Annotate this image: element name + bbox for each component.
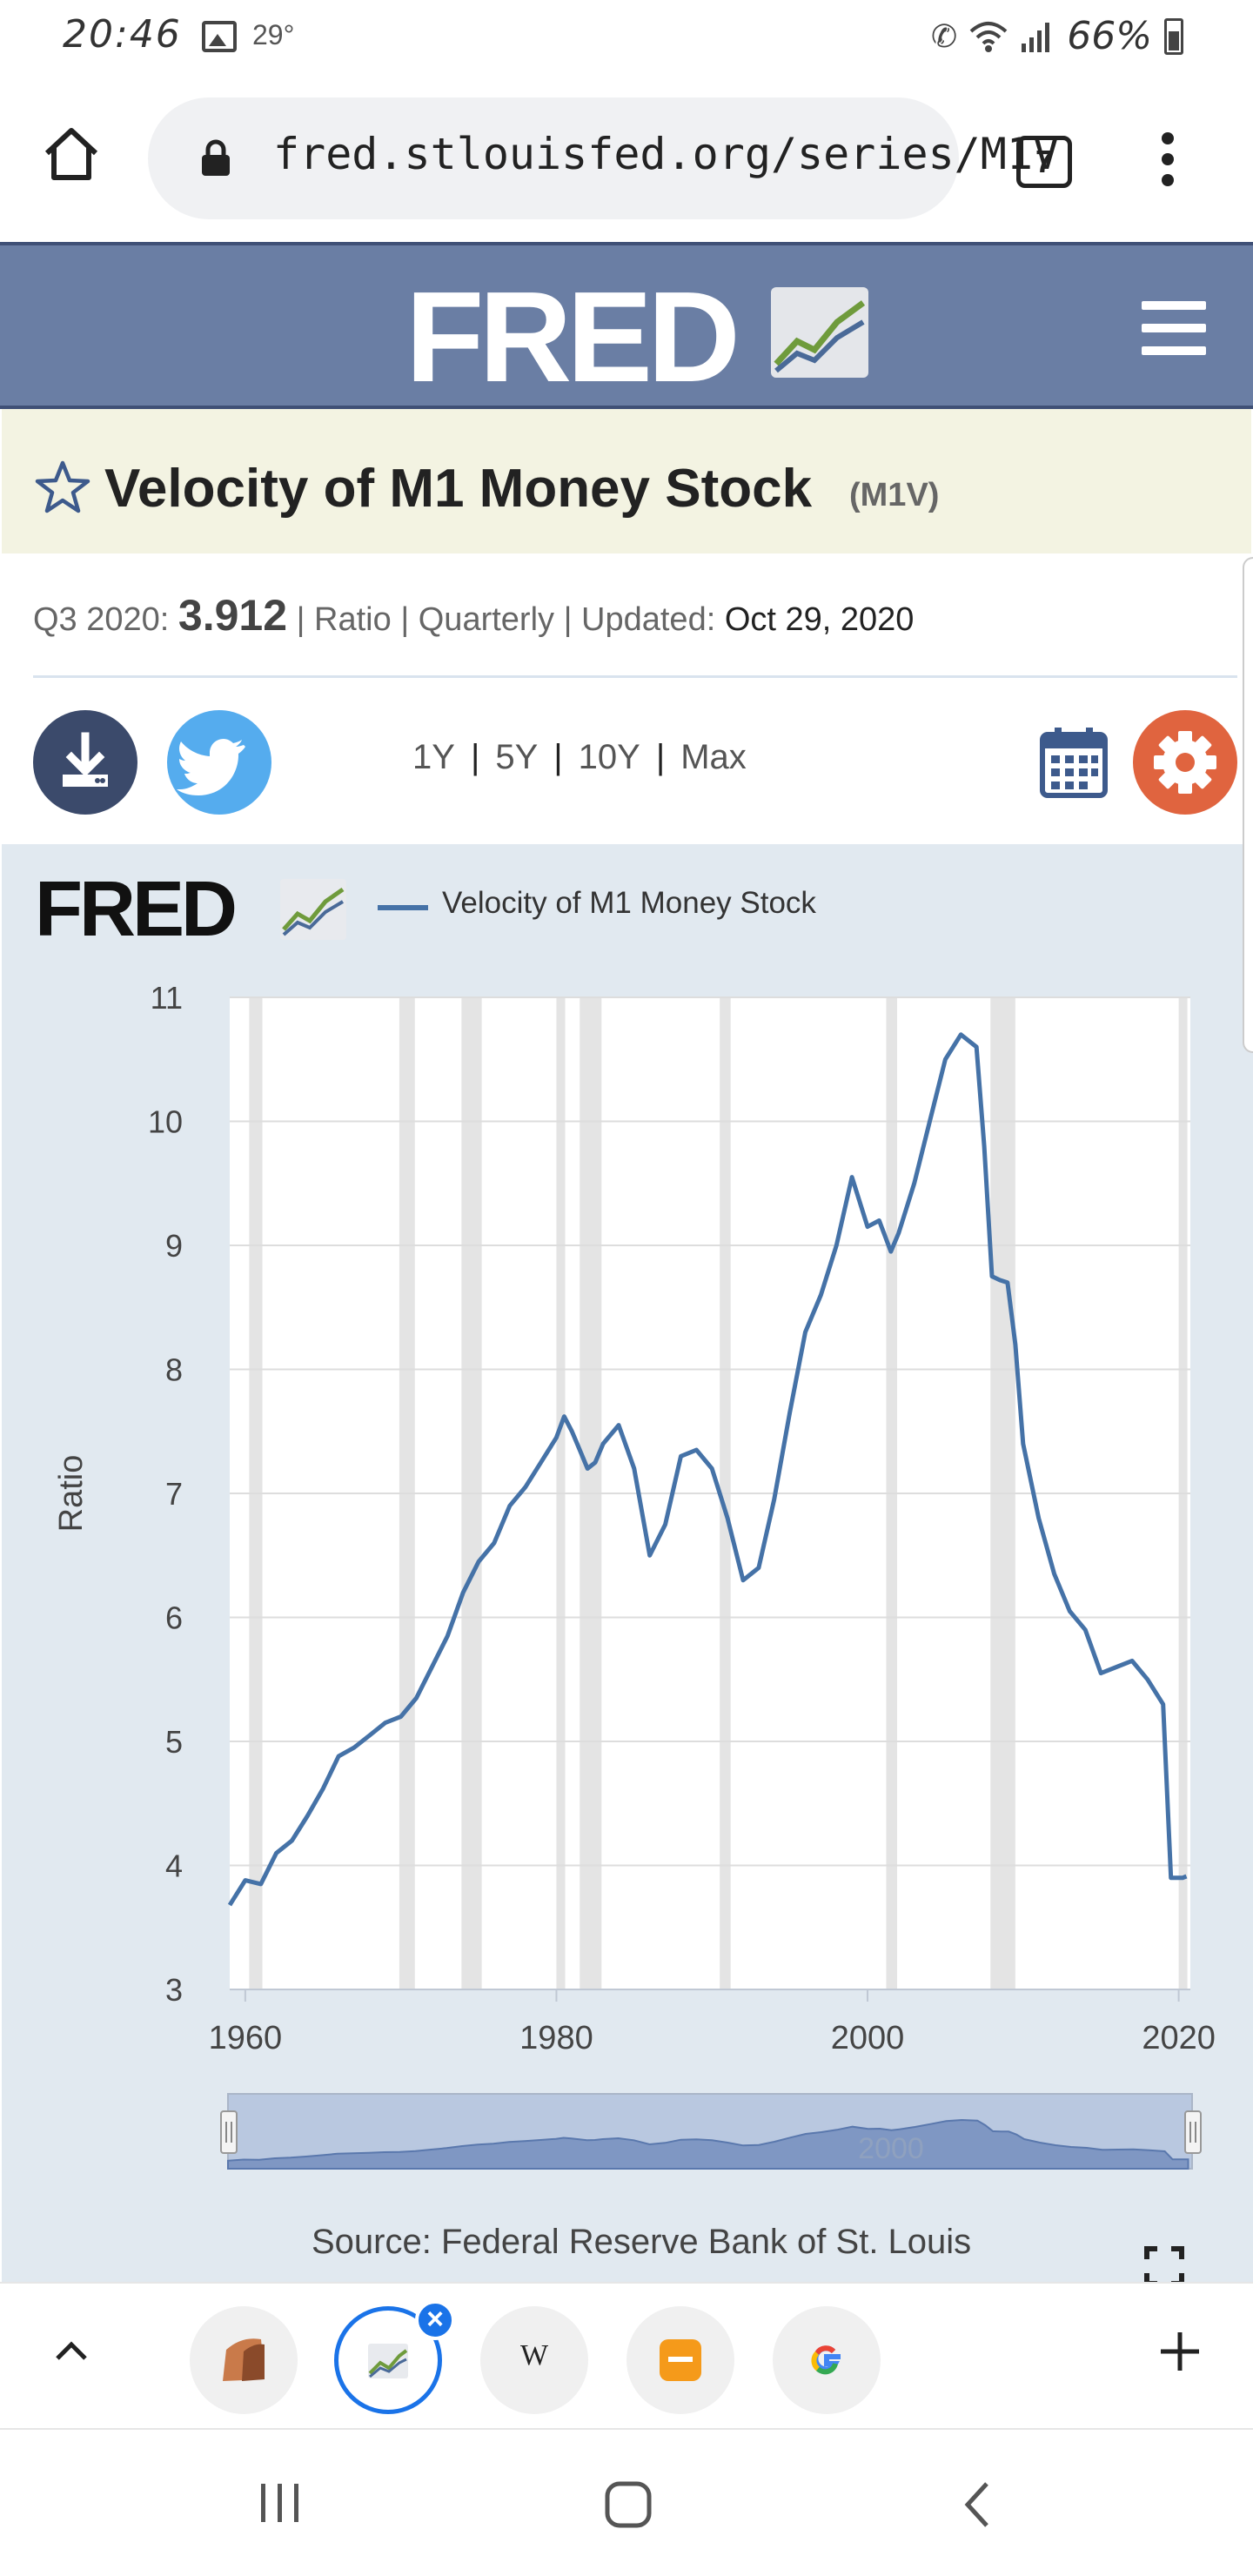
range-10y-link[interactable]: 10Y bbox=[578, 738, 640, 776]
recent-apps-icon[interactable] bbox=[256, 2479, 305, 2527]
back-nav-icon[interactable] bbox=[961, 2479, 995, 2531]
wifi-icon bbox=[969, 21, 1008, 52]
tab-favicon-icon bbox=[660, 2339, 701, 2381]
y-axis-label: Ratio bbox=[53, 1455, 90, 1533]
battery-percent: 66% bbox=[1067, 14, 1152, 58]
close-tab-icon[interactable]: × bbox=[415, 2300, 455, 2340]
status-temperature: 29° bbox=[252, 19, 295, 50]
y-tick-label: 5 bbox=[165, 1724, 183, 1760]
tab-thumbnail-wikipedia[interactable]: W bbox=[480, 2306, 588, 2414]
wifi-call-icon: ✆ bbox=[931, 17, 958, 54]
range-max-link[interactable]: Max bbox=[680, 738, 747, 776]
url-text[interactable]: fred.stlouisfed.org/series/M1V bbox=[273, 129, 1060, 179]
navigator-label: 2000 bbox=[858, 2132, 924, 2165]
updated-label: Updated: bbox=[581, 601, 716, 638]
settings-button[interactable] bbox=[1133, 710, 1237, 815]
y-tick-label: 11 bbox=[151, 980, 183, 1016]
y-tick-label: 4 bbox=[165, 1848, 183, 1884]
tab-thumbnail-active[interactable]: × bbox=[334, 2300, 455, 2414]
google-icon bbox=[811, 2345, 841, 2375]
chevron-up-icon[interactable] bbox=[54, 2334, 89, 2369]
x-tick-label: 2000 bbox=[831, 2020, 905, 2056]
line-chart[interactable]: 3 4 5 6 7 8 9 10 11 1960 1980 2000 2020 Ratio 2000 bbox=[2, 844, 1253, 2202]
tab-strip: × W bbox=[0, 2282, 1253, 2430]
home-icon[interactable] bbox=[40, 122, 103, 184]
series-title-band: Velocity of M1 Money Stock (M1V) bbox=[2, 409, 1251, 553]
y-tick-label: 10 bbox=[148, 1104, 183, 1140]
chart-panel: FRED Velocity of M1 Money Stock 3 4 5 6 7 8 9 1… bbox=[2, 844, 1253, 2286]
updated-date: Oct 29, 2020 bbox=[724, 601, 915, 638]
gallery-notification-icon bbox=[202, 21, 237, 52]
gear-icon bbox=[1154, 731, 1216, 794]
battery-icon bbox=[1164, 17, 1183, 55]
range-1y-link[interactable]: 1Y bbox=[412, 738, 455, 776]
scroll-handle[interactable] bbox=[1243, 557, 1253, 1053]
fred-header: FRED bbox=[0, 242, 1253, 409]
legend-label: Velocity of M1 Money Stock bbox=[442, 886, 816, 920]
chart-fred-logo: FRED bbox=[35, 866, 238, 953]
y-tick-label: 3 bbox=[165, 1972, 183, 2008]
fred-logo-graph-icon bbox=[771, 287, 868, 378]
new-tab-plus-icon[interactable] bbox=[1154, 2325, 1206, 2378]
divider bbox=[33, 675, 1237, 678]
source-note: Source: Federal Reserve Bank of St. Loui… bbox=[312, 2223, 972, 2261]
address-bar[interactable]: fred.stlouisfed.org/series/M1V bbox=[148, 97, 1059, 219]
series-line bbox=[227, 1032, 1188, 1907]
x-tick-label: 1980 bbox=[519, 2020, 593, 2056]
chart-fred-graph-icon bbox=[280, 879, 346, 940]
signal-icon bbox=[1022, 22, 1050, 52]
latest-value: 3.912 bbox=[178, 591, 288, 640]
series-code: (M1V) bbox=[849, 477, 940, 513]
navigator-handle[interactable] bbox=[1184, 2110, 1202, 2154]
tab-thumbnail-google[interactable] bbox=[773, 2306, 881, 2414]
units-label: Ratio bbox=[314, 601, 392, 638]
home-nav-icon[interactable] bbox=[602, 2479, 654, 2531]
series-meta: Q3 2020: 3.912 | Ratio | Quarterly | Upd… bbox=[33, 591, 915, 640]
fred-logo[interactable]: FRED bbox=[405, 265, 740, 409]
tab-thumbnail[interactable] bbox=[626, 2306, 734, 2414]
fullscreen-icon[interactable] bbox=[1143, 2245, 1185, 2287]
legend-swatch bbox=[378, 905, 428, 910]
wikipedia-icon: W bbox=[519, 2339, 549, 2371]
status-bar: 20:46 29° ✆ 66% bbox=[0, 0, 1253, 78]
tab-thumbnail[interactable] bbox=[190, 2306, 298, 2414]
series-title: Velocity of M1 Money Stock bbox=[104, 459, 813, 519]
frequency-label: Quarterly bbox=[418, 601, 555, 638]
y-tick-label: 6 bbox=[165, 1600, 183, 1636]
y-tick-label: 7 bbox=[165, 1476, 183, 1512]
system-icons: ✆ 66% bbox=[931, 14, 1183, 58]
x-tick-label: 1960 bbox=[209, 2020, 283, 2056]
period-label: Q3 2020: bbox=[33, 601, 170, 638]
fred-favicon-icon bbox=[368, 2344, 408, 2378]
browser-toolbar: fred.stlouisfed.org/series/M1V 7 bbox=[0, 78, 1253, 242]
x-tick-label: 2020 bbox=[1142, 2020, 1216, 2056]
more-options-icon[interactable] bbox=[1149, 127, 1187, 197]
download-button[interactable] bbox=[33, 710, 137, 815]
hamburger-menu-icon[interactable] bbox=[1142, 301, 1206, 355]
system-nav-bar bbox=[0, 2430, 1253, 2576]
twitter-share-button[interactable] bbox=[167, 710, 271, 815]
tab-favicon-icon bbox=[223, 2338, 265, 2381]
status-time: 20:46 bbox=[63, 12, 182, 57]
lock-icon bbox=[202, 139, 230, 176]
calendar-icon[interactable] bbox=[1039, 726, 1109, 799]
download-icon bbox=[63, 732, 108, 787]
navigator-handle[interactable] bbox=[220, 2110, 238, 2154]
y-tick-label: 9 bbox=[165, 1228, 183, 1264]
date-range-links: 1Y | 5Y | 10Y | Max bbox=[412, 738, 747, 776]
range-5y-link[interactable]: 5Y bbox=[495, 738, 539, 776]
tab-switcher-button[interactable]: 7 bbox=[1016, 136, 1072, 188]
twitter-icon bbox=[177, 739, 245, 795]
navigator-series bbox=[227, 2118, 1189, 2170]
y-tick-label: 8 bbox=[165, 1352, 183, 1388]
favorite-star-icon[interactable] bbox=[35, 460, 90, 515]
